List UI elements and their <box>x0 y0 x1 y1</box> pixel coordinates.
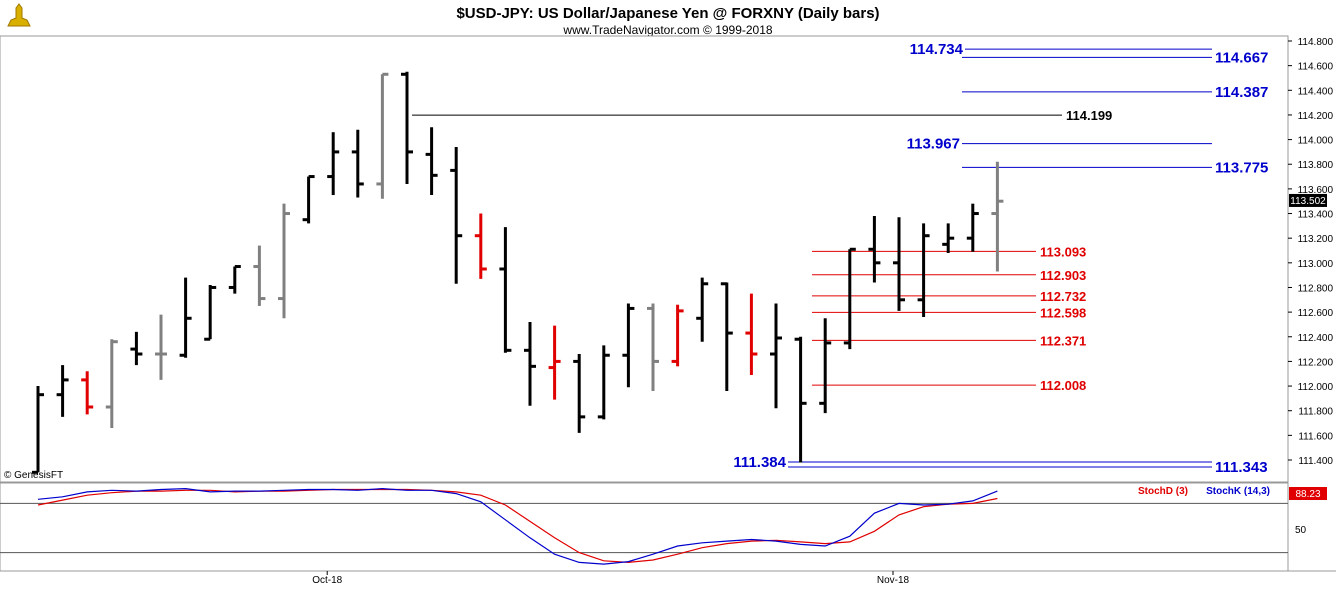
ohlc-bar <box>622 303 635 388</box>
ohlc-bar <box>253 245 266 306</box>
price-tick-label: 113.600 <box>1298 185 1334 196</box>
price-tick-label: 112.200 <box>1298 357 1334 368</box>
price-tick-label: 111.800 <box>1298 407 1333 418</box>
ohlc-bar <box>696 277 709 342</box>
ohlc-bar <box>56 365 69 417</box>
watermark: © GenesisFT <box>4 470 63 481</box>
blue-level-label: 111.343 <box>1215 459 1268 476</box>
blue-level-label: 114.667 <box>1215 49 1268 66</box>
ohlc-bar <box>966 203 979 252</box>
chart-title: $USD-JPY: US Dollar/Japanese Yen @ FORXN… <box>456 5 879 22</box>
stoch-d-line <box>37 488 998 564</box>
ohlc-bar <box>179 277 192 358</box>
price-plot-frame <box>0 35 1289 483</box>
stochastic-indicator <box>0 487 1288 565</box>
last-price-badge: 113.502 <box>1289 193 1327 207</box>
price-tick-label: 113.000 <box>1298 259 1334 270</box>
price-tick-label: 113.200 <box>1298 234 1334 245</box>
ohlc-bar <box>991 161 1004 272</box>
red-level-label: 112.371 <box>1040 333 1086 348</box>
red-level-label: 112.732 <box>1040 289 1086 304</box>
ohlc-bar <box>819 318 832 414</box>
ohlc-bar <box>573 354 586 433</box>
price-tick-label: 114.200 <box>1298 111 1334 122</box>
stoch-k-line <box>37 487 998 565</box>
ohlc-bar <box>32 386 44 474</box>
ohlc-bar <box>499 227 512 353</box>
red-level-label: 113.093 <box>1040 244 1086 259</box>
ohlc-bar <box>278 203 290 319</box>
blue-level-label: 113.775 <box>1215 159 1268 176</box>
red-level-label: 112.903 <box>1040 268 1086 283</box>
ohlc-bar <box>351 129 364 198</box>
ohlc-bar <box>327 132 340 196</box>
price-tick-label: 114.600 <box>1298 62 1334 73</box>
date-axis: Oct-18 Nov-18 <box>312 571 910 586</box>
price-tick-label: 112.400 <box>1298 333 1334 344</box>
price-tick-label: 113.800 <box>1298 160 1334 171</box>
ohlc-bar <box>770 303 782 409</box>
ohlc-bar <box>450 146 463 284</box>
ohlc-bars <box>32 71 1004 474</box>
price-tick-label: 113.400 <box>1298 210 1334 221</box>
stoch-axis-label: 50 <box>1295 525 1307 536</box>
blue-level-label: 114.734 <box>910 41 964 58</box>
blue-level-label: 114.387 <box>1215 84 1268 101</box>
ohlc-bar <box>155 314 167 380</box>
price-tick-label: 114.000 <box>1298 136 1334 147</box>
red-level-label: 112.598 <box>1040 305 1086 320</box>
stoch-d-legend: StochD (3) <box>1138 486 1188 497</box>
chart-subtitle: www.TradeNavigator.com © 1999-2018 <box>562 23 772 37</box>
price-tick-label: 111.400 <box>1298 456 1333 467</box>
stoch-k-legend: StochK (14,3) <box>1206 486 1270 497</box>
red-level-label: 112.008 <box>1040 378 1086 393</box>
ohlc-bar <box>942 223 955 253</box>
ohlc-bar <box>204 285 217 341</box>
price-tick-label: 114.800 <box>1298 37 1334 48</box>
ohlc-bar <box>868 215 881 283</box>
price-tick-label: 112.600 <box>1298 308 1334 319</box>
ohlc-bar <box>474 213 487 279</box>
ohlc-bar <box>893 217 905 311</box>
ohlc-bar <box>376 72 389 199</box>
ohlc-bar <box>105 339 118 428</box>
ohlc-bar <box>745 293 758 375</box>
date-tick-label: Nov-18 <box>877 575 910 586</box>
ohlc-bar <box>671 304 684 367</box>
trade-navigator-logo <box>4 3 34 28</box>
ohlc-bar <box>524 321 536 406</box>
blue-level-label: 111.384 <box>733 454 786 471</box>
price-tick-label: 112.000 <box>1298 382 1334 393</box>
ohlc-bar <box>917 223 930 318</box>
ohlc-bar <box>228 265 241 294</box>
ohlc-bar <box>794 336 807 463</box>
blue-level-label: 113.967 <box>907 136 960 153</box>
last-price-label: 113.502 <box>1290 196 1326 207</box>
stoch-last-value: 88.23 <box>1295 489 1320 500</box>
black-level-label: 114.199 <box>1066 108 1112 123</box>
ohlc-bar <box>425 127 438 196</box>
ohlc-bar <box>130 331 143 366</box>
price-levels: 114.734 114.667 114.387 113.967 113.775 111.3… <box>412 41 1268 476</box>
ohlc-bar <box>401 71 413 184</box>
ohlc-bar <box>302 175 315 224</box>
price-tick-label: 112.800 <box>1298 283 1334 294</box>
price-tick-label: 111.600 <box>1298 431 1333 442</box>
ohlc-bar <box>843 247 856 350</box>
price-axis: 114.800 114.600 114.400 114.200 114.000 113.8… <box>1288 37 1333 467</box>
ohlc-bar <box>720 282 733 391</box>
stochastic-plot-frame <box>0 482 1289 572</box>
date-tick-label: Oct-18 <box>312 575 342 586</box>
price-tick-label: 114.400 <box>1298 86 1334 97</box>
ohlc-bar <box>548 325 561 400</box>
ohlc-bar <box>647 303 659 391</box>
ohlc-bar <box>597 345 610 420</box>
stoch-last-badge: 88.23 <box>1289 487 1327 500</box>
ohlc-bar <box>81 371 94 415</box>
